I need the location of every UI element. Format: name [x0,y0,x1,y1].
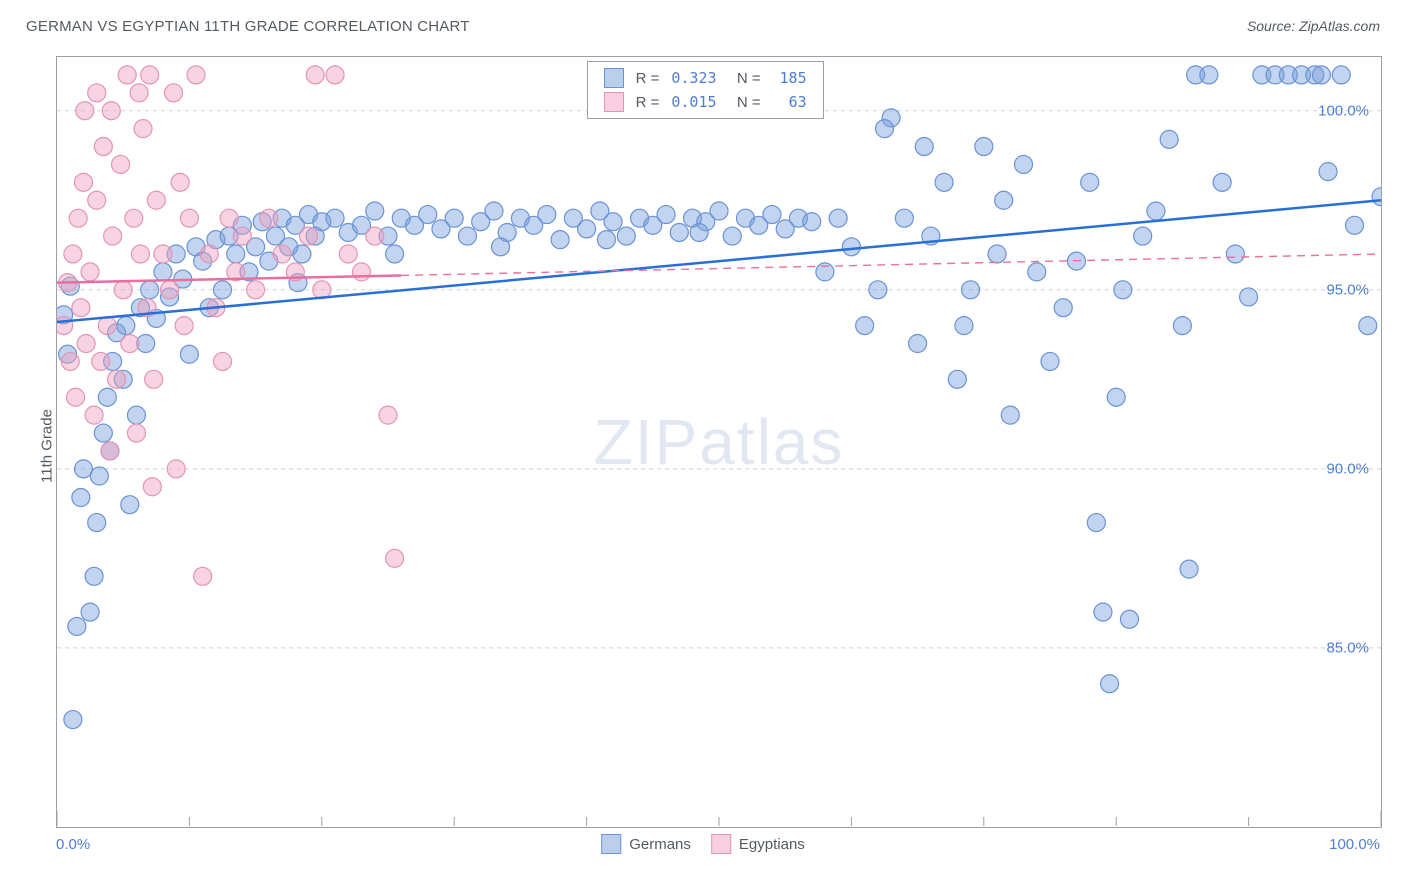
legend-swatch [601,834,621,854]
stat-n-key: N = [723,90,767,114]
legend-item: Germans [601,834,691,854]
stat-r-key: R = [630,66,666,90]
stat-r-value: 0.323 [665,66,722,90]
stat-legend-row: R =0.015 N =63 [598,90,813,114]
legend-label: Germans [629,836,691,853]
plot-area: ZIPatlas R =0.323 N =185R =0.015 N =63 8… [56,56,1382,828]
stat-n-key: N = [723,66,767,90]
stat-legend: R =0.323 N =185R =0.015 N =63 [587,61,824,119]
legend-swatch [604,68,624,88]
stat-legend-row: R =0.323 N =185 [598,66,813,90]
y-tick-label: 90.0% [1299,460,1369,477]
chart-title: GERMAN VS EGYPTIAN 11TH GRADE CORRELATIO… [26,18,470,35]
legend-label: Egyptians [739,836,805,853]
stat-n-value: 185 [767,66,813,90]
series-legend: Germans Egyptians [601,834,805,854]
x-tick-label: 0.0% [56,836,90,853]
page: GERMAN VS EGYPTIAN 11TH GRADE CORRELATIO… [0,0,1406,892]
legend-item: Egyptians [711,834,805,854]
y-tick-label: 85.0% [1299,639,1369,656]
y-axis-label: 11th Grade [38,409,55,483]
stat-r-key: R = [630,90,666,114]
y-tick-label: 100.0% [1299,102,1369,119]
legend-swatch [711,834,731,854]
y-tick-label: 95.0% [1299,281,1369,298]
stat-n-value: 63 [767,90,813,114]
scatter-chart [57,57,1381,827]
legend-swatch [604,92,624,112]
stat-r-value: 0.015 [665,90,722,114]
source-attribution: Source: ZipAtlas.com [1247,18,1380,34]
x-tick-label: 100.0% [1329,836,1380,853]
